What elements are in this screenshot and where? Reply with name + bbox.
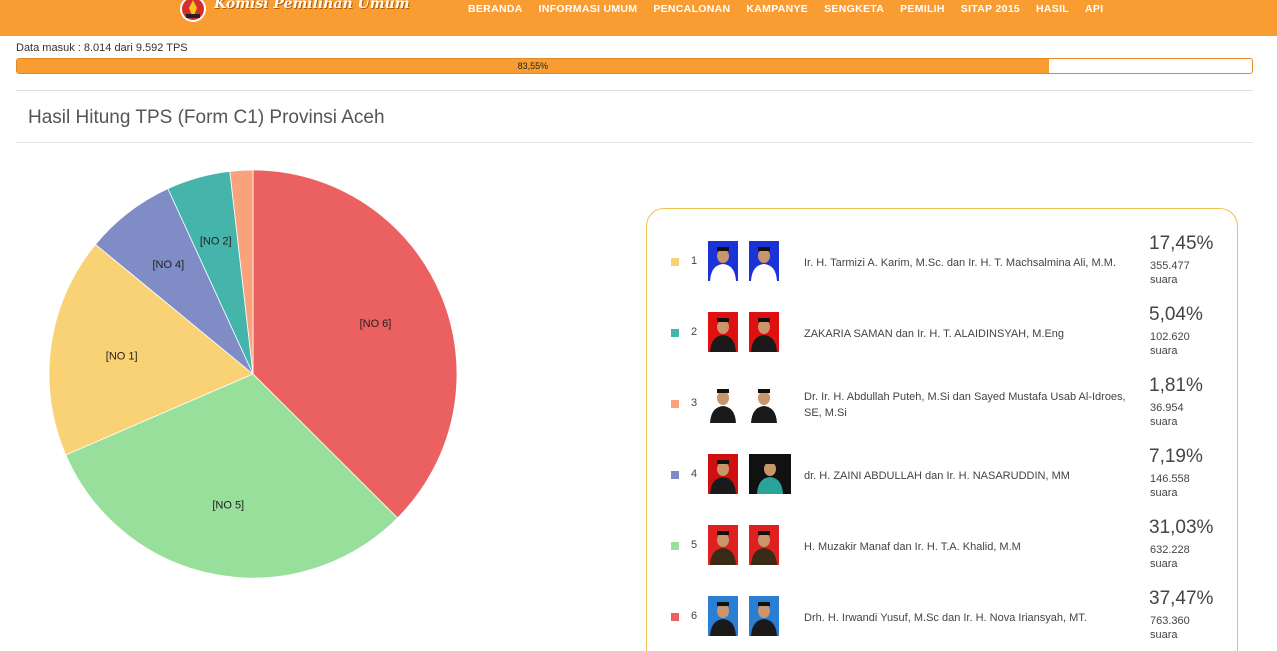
candidate-photo (708, 525, 738, 565)
brand-title[interactable]: Komisi Pemilihan Umum (214, 0, 410, 12)
candidate-names: ZAKARIA SAMAN dan Ir. H. T. ALAIDINSYAH,… (804, 328, 1065, 340)
candidate-row: 3 Dr. Ir. H. Abdullah Puteh, M.Si dan Sa… (647, 375, 1237, 435)
top-navbar: Komisi Pemilihan Umum BERANDA INFORMASI … (0, 0, 1277, 36)
kpu-logo-icon[interactable] (176, 0, 210, 24)
vote-count: 36.954 (1150, 402, 1184, 414)
legend-swatch (671, 258, 679, 266)
running-mate-photo (749, 383, 779, 423)
vote-count: 763.360 (1150, 615, 1190, 627)
nav-sitap-2015[interactable]: SITAP 2015 (960, 3, 1021, 15)
candidate-number: 4 (691, 468, 698, 480)
vote-count: 102.620 (1150, 331, 1190, 343)
pie-slice-3[interactable] (229, 169, 254, 375)
nav-pencalonan[interactable]: PENCALONAN (653, 3, 731, 15)
running-mate-photo (749, 454, 791, 494)
legend-swatch (671, 471, 679, 479)
candidate-row: 2 ZAKARIA SAMAN dan Ir. H. T. ALAIDINSYA… (647, 304, 1237, 364)
data-masuk-text: Data masuk : 8.014 dari 9.592 TPS (16, 42, 188, 54)
legend-swatch (671, 542, 679, 550)
legend-swatch (671, 613, 679, 621)
candidate-names: Ir. H. Tarmizi A. Karim, M.Sc. dan Ir. H… (804, 257, 1116, 269)
vote-unit: suara (1150, 487, 1178, 499)
nav-api[interactable]: API (1085, 3, 1104, 15)
divider (16, 90, 1253, 91)
pie-label-5: [NO 5] (212, 499, 244, 511)
nav-hasil[interactable]: HASIL (1036, 3, 1070, 15)
vote-percentage: 31,03% (1149, 517, 1214, 538)
vote-count: 146.558 (1150, 473, 1190, 485)
candidate-number: 5 (691, 539, 698, 551)
candidate-photo (708, 241, 738, 281)
nav-informasi-umum[interactable]: INFORMASI UMUM (538, 3, 638, 15)
running-mate-photo (749, 312, 779, 352)
candidate-photo (708, 454, 738, 494)
candidate-names: dr. H. ZAINI ABDULLAH dan Ir. H. NASARUD… (804, 470, 1070, 482)
legend-swatch (671, 329, 679, 337)
vote-unit: suara (1150, 274, 1178, 286)
vote-count: 632.228 (1150, 544, 1190, 556)
candidate-number: 1 (691, 255, 698, 267)
pie-slice-1[interactable] (48, 243, 254, 456)
vote-count: 355.477 (1150, 260, 1190, 272)
vote-percentage: 17,45% (1149, 233, 1214, 254)
candidate-legend-card: 1 Ir. H. Tarmizi A. Karim, M.Sc. dan Ir.… (646, 208, 1238, 651)
vote-percentage: 37,47% (1149, 588, 1214, 609)
candidate-row: 4 dr. H. ZAINI ABDULLAH dan Ir. H. NASAR… (647, 446, 1237, 506)
vote-unit: suara (1150, 629, 1178, 641)
candidate-row: 1 Ir. H. Tarmizi A. Karim, M.Sc. dan Ir.… (647, 233, 1237, 293)
running-mate-photo (749, 596, 779, 636)
vote-percentage: 5,04% (1149, 304, 1203, 325)
candidate-photo (708, 383, 738, 423)
vote-unit: suara (1150, 345, 1178, 357)
page-title: Hasil Hitung TPS (Form C1) Provinsi Aceh (28, 107, 385, 128)
candidate-row: 6 Drh. H. Irwandi Yusuf, M.Sc dan Ir. H.… (647, 588, 1237, 648)
nav-beranda[interactable]: BERANDA (468, 3, 523, 15)
vote-percentage: 1,81% (1149, 375, 1203, 396)
pie-label-6: [NO 6] (360, 318, 392, 330)
divider (16, 142, 1253, 143)
legend-swatch (671, 400, 679, 408)
progress-label: 83,55% (517, 61, 549, 71)
candidate-names: Drh. H. Irwandi Yusuf, M.Sc dan Ir. H. N… (804, 612, 1087, 624)
pie-slice-6[interactable] (252, 169, 458, 519)
candidate-number: 6 (691, 610, 698, 622)
vote-percentage: 7,19% (1149, 446, 1203, 467)
pie-label-4: [NO 4] (152, 259, 184, 271)
candidate-number: 3 (691, 397, 698, 409)
pie-chart: [NO 6] [NO 5] [NO 1] [NO 4] [NO 2] (48, 169, 458, 579)
running-mate-photo (749, 525, 779, 565)
candidate-photo (708, 312, 738, 352)
candidate-number: 2 (691, 326, 698, 338)
nav-pemilih[interactable]: PEMILIH (900, 3, 945, 15)
candidate-names: H. Muzakir Manaf dan Ir. H. T.A. Khalid,… (804, 541, 1021, 553)
main-nav: BERANDA INFORMASI UMUM PENCALONAN KAMPAN… (468, 0, 1119, 18)
running-mate-photo (749, 241, 779, 281)
candidate-row: 5 H. Muzakir Manaf dan Ir. H. T.A. Khali… (647, 517, 1237, 577)
vote-unit: suara (1150, 416, 1178, 428)
pie-label-1: [NO 1] (106, 350, 138, 362)
candidate-names: Dr. Ir. H. Abdullah Puteh, M.Si dan Saye… (804, 391, 1126, 419)
progress-bar: 83,55% (16, 58, 1253, 74)
nav-sengketa[interactable]: SENGKETA (824, 3, 885, 15)
pie-slice-5[interactable] (65, 373, 399, 579)
nav-kampanye[interactable]: KAMPANYE (746, 3, 809, 15)
pie-label-2: [NO 2] (200, 235, 232, 247)
candidate-photo (708, 596, 738, 636)
progress-fill (17, 59, 1049, 73)
vote-unit: suara (1150, 558, 1178, 570)
